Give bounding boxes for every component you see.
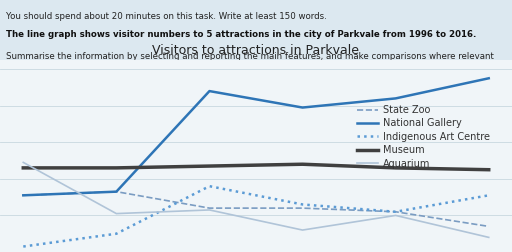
Aquarium bbox=[486, 236, 492, 239]
National Gallery bbox=[20, 194, 26, 197]
Title: Visitors to attractions in Parkvale: Visitors to attractions in Parkvale bbox=[153, 44, 359, 57]
Museum bbox=[20, 166, 26, 169]
National Gallery bbox=[393, 97, 399, 100]
Aquarium bbox=[113, 212, 119, 215]
National Gallery bbox=[113, 190, 119, 193]
Line: State Zoo: State Zoo bbox=[23, 192, 489, 226]
State Zoo bbox=[486, 225, 492, 228]
State Zoo bbox=[113, 190, 119, 193]
Museum bbox=[113, 166, 119, 169]
Indigenous Art Centre bbox=[300, 203, 306, 206]
Aquarium bbox=[206, 208, 212, 211]
Indigenous Art Centre bbox=[206, 185, 212, 188]
Line: Aquarium: Aquarium bbox=[23, 162, 489, 237]
State Zoo bbox=[20, 194, 26, 197]
Line: Indigenous Art Centre: Indigenous Art Centre bbox=[23, 186, 489, 246]
Aquarium bbox=[20, 161, 26, 164]
Aquarium bbox=[393, 214, 399, 217]
Line: National Gallery: National Gallery bbox=[23, 78, 489, 195]
Aquarium bbox=[300, 229, 306, 232]
Text: The line graph shows visitor numbers to 5 attractions in the city of Parkvale fr: The line graph shows visitor numbers to … bbox=[6, 30, 477, 39]
State Zoo bbox=[206, 207, 212, 210]
Museum bbox=[393, 166, 399, 169]
National Gallery bbox=[206, 89, 212, 92]
Line: Museum: Museum bbox=[23, 164, 489, 170]
Museum bbox=[206, 165, 212, 168]
Indigenous Art Centre bbox=[113, 232, 119, 235]
Indigenous Art Centre bbox=[486, 194, 492, 197]
Text: You should spend about 20 minutes on this task. Write at least 150 words.: You should spend about 20 minutes on thi… bbox=[6, 12, 327, 21]
State Zoo bbox=[300, 207, 306, 210]
National Gallery bbox=[486, 77, 492, 80]
National Gallery bbox=[300, 106, 306, 109]
Indigenous Art Centre bbox=[20, 245, 26, 248]
Museum bbox=[486, 168, 492, 171]
Indigenous Art Centre bbox=[393, 210, 399, 213]
State Zoo bbox=[393, 210, 399, 213]
Text: Summarise the information by selecting and reporting the main features, and make: Summarise the information by selecting a… bbox=[6, 52, 494, 60]
Museum bbox=[300, 163, 306, 166]
Legend: State Zoo, National Gallery, Indigenous Art Centre, Museum, Aquarium: State Zoo, National Gallery, Indigenous … bbox=[353, 101, 494, 173]
